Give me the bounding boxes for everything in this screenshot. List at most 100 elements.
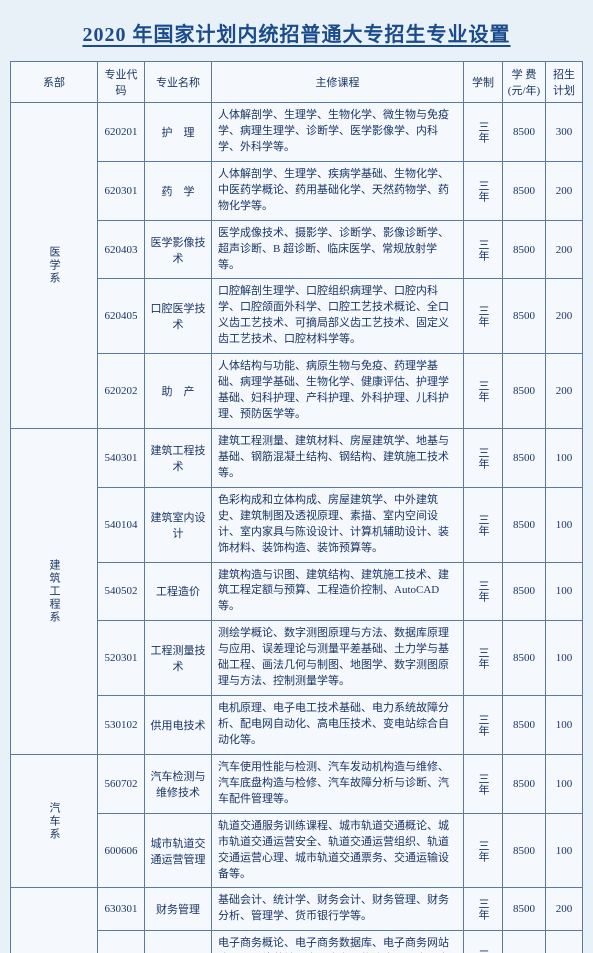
term-cell: 三年 xyxy=(464,428,503,487)
fee-cell: 8500 xyxy=(503,487,546,562)
col-fee: 学 费 (元/年) xyxy=(503,62,546,103)
code-cell: 560702 xyxy=(98,754,145,813)
major-cell: 城市轨道交通运营管理 xyxy=(145,813,212,888)
fee-cell: 8500 xyxy=(503,279,546,354)
courses-cell: 建筑工程测量、建筑材料、房屋建筑学、地基与基础、钢筋混凝土结构、钢结构、建筑施工… xyxy=(212,428,464,487)
courses-cell: 汽车使用性能与检测、汽车发动机构造与维修、汽车底盘构造与检修、汽车故障分析与诊断… xyxy=(212,754,464,813)
code-cell: 600606 xyxy=(98,813,145,888)
major-cell: 医学影像技术 xyxy=(145,220,212,279)
term-cell: 三年 xyxy=(464,696,503,755)
plan-cell: 100 xyxy=(546,428,583,487)
header-row: 系部 专业代码 专业名称 主修课程 学制 学 费 (元/年) 招生计划 xyxy=(11,62,583,103)
col-term: 学制 xyxy=(464,62,503,103)
term-cell: 三年 xyxy=(464,161,503,220)
code-cell: 520301 xyxy=(98,621,145,696)
admissions-table: 系部 专业代码 专业名称 主修课程 学制 学 费 (元/年) 招生计划 医学系6… xyxy=(10,61,583,953)
major-cell: 建筑室内设计 xyxy=(145,487,212,562)
code-cell: 530102 xyxy=(98,696,145,755)
courses-cell: 人体解剖学、生理学、疾病学基础、生物化学、中医药学概论、药用基础化学、天然药物学… xyxy=(212,161,464,220)
dept-cell: 医学系 xyxy=(11,103,98,429)
code-cell: 540502 xyxy=(98,562,145,621)
table-row: 建筑工程系540301建筑工程技术建筑工程测量、建筑材料、房屋建筑学、地基与基础… xyxy=(11,428,583,487)
dept-cell: 汽车系 xyxy=(11,754,98,888)
fee-cell: 8500 xyxy=(503,428,546,487)
fee-cell: 8500 xyxy=(503,888,546,931)
term-cell: 三年 xyxy=(464,279,503,354)
code-cell: 620301 xyxy=(98,161,145,220)
code-cell: 630801 xyxy=(98,931,145,953)
table-body: 医学系620201护 理人体解剖学、生理学、生物化学、微生物与免疫学、病理生理学… xyxy=(11,103,583,953)
term-cell: 三年 xyxy=(464,103,503,162)
term-cell: 三年 xyxy=(464,754,503,813)
term-cell: 三年 xyxy=(464,931,503,953)
fee-cell: 8500 xyxy=(503,754,546,813)
plan-cell: 100 xyxy=(546,487,583,562)
courses-cell: 口腔解剖生理学、口腔组织病理学、口腔内科学、口腔颌面外科学、口腔工艺技术概论、全… xyxy=(212,279,464,354)
fee-cell: 8500 xyxy=(503,931,546,953)
code-cell: 540104 xyxy=(98,487,145,562)
courses-cell: 建筑构造与识图、建筑结构、建筑施工技术、建筑工程定额与预算、工程造价控制、Aut… xyxy=(212,562,464,621)
plan-cell: 100 xyxy=(546,813,583,888)
table-row: 工商管理系630301财务管理基础会计、统计学、财务会计、财务管理、财务分析、管… xyxy=(11,888,583,931)
fee-cell: 8500 xyxy=(503,562,546,621)
code-cell: 540301 xyxy=(98,428,145,487)
term-cell: 三年 xyxy=(464,621,503,696)
code-cell: 620403 xyxy=(98,220,145,279)
plan-cell: 200 xyxy=(546,161,583,220)
major-cell: 供用电技术 xyxy=(145,696,212,755)
major-cell: 电子商务 xyxy=(145,931,212,953)
code-cell: 620201 xyxy=(98,103,145,162)
plan-cell: 200 xyxy=(546,279,583,354)
fee-cell: 8500 xyxy=(503,696,546,755)
col-plan: 招生计划 xyxy=(546,62,583,103)
courses-cell: 人体结构与功能、病原生物与免疫、药理学基础、病理学基础、生物化学、健康评估、护理… xyxy=(212,354,464,429)
term-cell: 三年 xyxy=(464,354,503,429)
col-code: 专业代码 xyxy=(98,62,145,103)
major-cell: 工程测量技术 xyxy=(145,621,212,696)
table-row: 医学系620201护 理人体解剖学、生理学、生物化学、微生物与免疫学、病理生理学… xyxy=(11,103,583,162)
fee-cell: 8500 xyxy=(503,103,546,162)
page-container: 2020 年国家计划内统招普通大专招生专业设置 系部 专业代码 专业名称 主修课… xyxy=(10,18,583,953)
plan-cell: 100 xyxy=(546,621,583,696)
major-cell: 建筑工程技术 xyxy=(145,428,212,487)
courses-cell: 电子商务概论、电子商务数据库、电子商务网站建设、网络营销、电子商务与物流应用、电… xyxy=(212,931,464,953)
courses-cell: 电机原理、电子电工技术基础、电力系统故障分析、配电网自动化、高电压技术、变电站综… xyxy=(212,696,464,755)
dept-cell: 建筑工程系 xyxy=(11,428,98,754)
courses-cell: 基础会计、统计学、财务会计、财务管理、财务分析、管理学、货币银行学等。 xyxy=(212,888,464,931)
plan-cell: 100 xyxy=(546,931,583,953)
courses-cell: 色彩构成和立体构成、房屋建筑学、中外建筑史、建筑制图及透视原理、素描、室内空间设… xyxy=(212,487,464,562)
code-cell: 630301 xyxy=(98,888,145,931)
col-dept: 系部 xyxy=(11,62,98,103)
fee-cell: 8500 xyxy=(503,354,546,429)
term-cell: 三年 xyxy=(464,487,503,562)
plan-cell: 200 xyxy=(546,888,583,931)
plan-cell: 100 xyxy=(546,562,583,621)
major-cell: 护 理 xyxy=(145,103,212,162)
fee-cell: 8500 xyxy=(503,813,546,888)
plan-cell: 100 xyxy=(546,754,583,813)
courses-cell: 医学成像技术、摄影学、诊断学、影像诊断学、超声诊断、B 超诊断、临床医学、常规放… xyxy=(212,220,464,279)
fee-cell: 8500 xyxy=(503,161,546,220)
major-cell: 汽车检测与维修技术 xyxy=(145,754,212,813)
plan-cell: 100 xyxy=(546,696,583,755)
code-cell: 620202 xyxy=(98,354,145,429)
major-cell: 财务管理 xyxy=(145,888,212,931)
fee-cell: 8500 xyxy=(503,621,546,696)
plan-cell: 300 xyxy=(546,103,583,162)
col-courses: 主修课程 xyxy=(212,62,464,103)
courses-cell: 人体解剖学、生理学、生物化学、微生物与免疫学、病理生理学、诊断学、医学影像学、内… xyxy=(212,103,464,162)
page-title: 2020 年国家计划内统招普通大专招生专业设置 xyxy=(10,18,583,47)
major-cell: 工程造价 xyxy=(145,562,212,621)
term-cell: 三年 xyxy=(464,888,503,931)
courses-cell: 轨道交通服务训练课程、城市轨道交通概论、城市轨道交通运营安全、轨道交通运营组织、… xyxy=(212,813,464,888)
major-cell: 口腔医学技术 xyxy=(145,279,212,354)
dept-cell: 工商管理系 xyxy=(11,888,98,953)
code-cell: 620405 xyxy=(98,279,145,354)
plan-cell: 200 xyxy=(546,354,583,429)
table-row: 汽车系560702汽车检测与维修技术汽车使用性能与检测、汽车发动机构造与维修、汽… xyxy=(11,754,583,813)
term-cell: 三年 xyxy=(464,220,503,279)
term-cell: 三年 xyxy=(464,813,503,888)
plan-cell: 200 xyxy=(546,220,583,279)
col-major: 专业名称 xyxy=(145,62,212,103)
major-cell: 药 学 xyxy=(145,161,212,220)
